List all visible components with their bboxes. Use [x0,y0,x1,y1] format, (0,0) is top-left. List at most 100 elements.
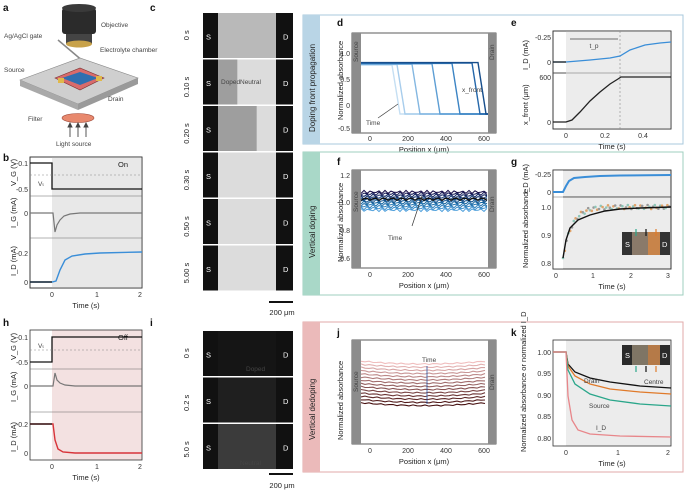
panel-b-status: On [118,160,128,169]
panel-h-ylabel-id: I_D (mA) [9,421,18,452]
time-label-d: Time [366,120,381,127]
scatter-point [626,203,630,207]
absorbance-curve [360,366,485,372]
panel-i: i 0 s S D 0.2 s S D 5.0 s S D Doped Neutral 200 μm [150,318,295,490]
tick: 2 [629,273,633,280]
panel-e-shade [566,31,671,129]
drain-label-j: Drain [489,374,496,390]
micrograph-row: 0.20 s S D [182,106,293,151]
panel-g-ylabel-top: I_D (mA) [521,163,530,194]
drain-mark: D [283,443,289,452]
panel-f-label: f [337,157,341,168]
absorbance-curve [360,360,486,366]
time-label: 0 s [182,30,191,40]
panel-e-xlabel: Time (s) [598,142,626,151]
time-arrow-f [411,195,423,227]
absorbance-curve [360,200,488,206]
tick: 0 [368,136,372,143]
tick: 1.00 [537,350,551,357]
time-label: 5.00 s [182,263,191,284]
source-mark: S [206,218,211,227]
panel-d-ylabel: Normalized absorbance [336,41,345,120]
scatter-point [660,204,664,207]
drain-mark: D [283,397,289,406]
id-trace-b [30,251,143,283]
drain-label-d: Drain [489,44,496,60]
panel-k: k S D Centre Drain Source I_D Normalized… [511,311,672,468]
panel-b-on-shade [52,157,142,288]
absorbance-curve [360,204,488,209]
drain-bar-f [488,170,496,268]
side-label-j: Vertical dedoping [308,379,317,440]
panel-k-inset: S D [622,345,670,372]
id-trace-g [553,174,672,193]
tick: 0.4 [638,133,648,140]
inset-d-g: D [662,240,668,249]
panel-b-xlabel: Time (s) [72,301,100,310]
panel-j-label: j [336,328,340,339]
absorbance-curve-final [360,197,488,202]
tick: 200 [402,136,414,143]
micrograph-row: 0.50 s S D [182,199,293,244]
tick: 2 [666,450,670,457]
absorbance-curve [360,363,486,369]
absorbance-curve [360,376,486,382]
tick: 0 [50,292,54,299]
absorbance-curve [360,379,486,385]
tick: -0.2 [16,251,28,258]
micrograph-row: 0 s S D [182,331,293,376]
tick: -0.5 [16,187,28,194]
source-mark: S [206,32,211,41]
ig-trace-b [30,212,142,233]
tick: 0.8 [340,228,350,235]
neutral-label: Neutral [240,79,262,86]
time-label-j: Time [422,357,437,364]
drain-mark: D [283,350,289,359]
drain-mark: D [283,79,289,88]
panel-d-label: d [337,18,343,29]
drain-mark: D [283,218,289,227]
label-source: Source [4,67,25,74]
panel-h-label: h [3,318,9,329]
source-bar-d [352,33,361,133]
neutral-label: Neutral [240,460,262,467]
doped-label: Doped [246,366,266,373]
tick: 0.6 [340,256,350,263]
tick: 2 [138,464,142,471]
tick: 0 [564,133,568,140]
tick: 1 [95,292,99,299]
source-mark: S [206,265,211,274]
panel-c: c 0 s S D0.10 s S D0.20 s S D0.30 s S D0.50 s S D5… [150,3,295,317]
id-trace-k [553,351,672,438]
scatter-point [597,207,601,211]
tick: 0 [564,450,568,457]
panel-e-ylabel-bot: x_front (μm) [521,84,530,125]
scatter-point [572,219,576,223]
tick: 0.85 [537,414,551,421]
panel-b-label: b [3,153,9,164]
panel-f-curves [360,189,488,213]
panel-f: Vertical doping f Source Drain Time Norm… [302,151,684,296]
panel-c-label: c [150,3,156,14]
side-label-bg-f [303,152,320,295]
panel-e-label: e [511,18,517,29]
panel-g-xlabel: Time (s) [598,282,626,291]
tick: 200 [402,448,414,455]
xfront-trace-e [553,76,671,123]
time-label: 0.50 s [182,216,191,237]
vg-trace-b [30,162,142,190]
tick: 400 [440,272,452,279]
micrograph-row: 5.00 s S D [182,245,293,291]
micrograph-row: 0.30 s S D [182,152,293,198]
scatter-point [585,209,588,212]
scatter-point [581,211,585,214]
time-label: 0.2 s [182,395,191,412]
tick: 600 [478,136,490,143]
micrograph-row: 0.2 s S D [182,377,293,423]
tick: 0 [368,272,372,279]
panel-j-curves [360,360,486,407]
tick: 0.5 [340,77,350,84]
legend-drain: Drain [584,378,600,385]
filter-icon [61,113,95,123]
